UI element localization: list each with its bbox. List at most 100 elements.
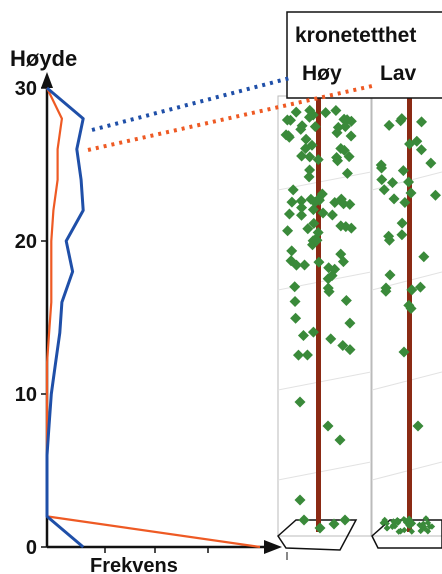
- leaf-marker: [286, 245, 298, 257]
- leaf-marker: [396, 229, 408, 241]
- leaf-marker: [296, 209, 308, 221]
- x-axis-arrow: [264, 540, 282, 554]
- leaf-marker: [304, 104, 316, 116]
- leaf-marker: [418, 251, 430, 263]
- trunk-low-density: [407, 96, 412, 532]
- leaf-marker: [422, 515, 430, 522]
- leaf-marker: [282, 225, 294, 237]
- leaf-marker: [280, 129, 292, 141]
- leaf-marker: [334, 434, 346, 446]
- leaf-marker: [344, 344, 356, 356]
- y-tick-label: 0: [26, 537, 37, 559]
- leaf-marker: [417, 527, 424, 535]
- leaf-marker: [308, 217, 320, 229]
- leaf-marker: [341, 167, 353, 179]
- connector-low: [87, 84, 373, 152]
- leaf-marker: [398, 346, 410, 358]
- legend: kronetetthet Høy Lav: [286, 11, 442, 99]
- leaf-marker: [399, 197, 411, 209]
- leaf-marker: [379, 519, 386, 527]
- leaf-marker: [405, 187, 417, 199]
- leaves-low-density: [375, 113, 441, 535]
- leaf-marker: [387, 177, 399, 189]
- leaf-marker: [295, 123, 307, 135]
- leaf-marker: [396, 113, 408, 125]
- leaf-marker: [296, 202, 308, 214]
- leaf-marker: [287, 184, 299, 196]
- leaf-marker: [292, 349, 304, 361]
- leaf-marker: [343, 151, 355, 163]
- leaves-high-density: [280, 104, 357, 534]
- leaf-marker: [412, 420, 424, 432]
- profile-chart: Høyde 0 10 20 30 Frekvens: [10, 46, 282, 574]
- leaf-marker: [337, 340, 349, 352]
- leaf-marker: [283, 208, 295, 220]
- leaf-marker: [289, 281, 301, 293]
- leaf-marker: [389, 522, 397, 529]
- leaf-marker: [378, 184, 390, 196]
- leaf-marker: [298, 514, 310, 526]
- leaf-marker: [303, 171, 315, 183]
- leaf-marker: [301, 349, 313, 361]
- leaf-marker: [340, 295, 352, 307]
- leaf-marker: [411, 135, 423, 147]
- leaf-marker: [408, 528, 415, 535]
- connector-high: [91, 76, 291, 132]
- leaf-marker: [339, 121, 351, 133]
- leaf-marker: [302, 223, 314, 235]
- series-lines: [45, 86, 261, 549]
- leaf-marker: [285, 114, 297, 126]
- leaf-marker: [303, 111, 315, 123]
- y-axis-label: Høyde: [10, 46, 77, 71]
- leaf-marker: [403, 176, 415, 188]
- leaf-marker: [402, 519, 410, 526]
- leaf-marker: [290, 106, 302, 118]
- leaf-marker: [296, 150, 308, 162]
- leaf-marker: [317, 207, 329, 219]
- leaf-marker: [409, 520, 417, 527]
- leaf-marker: [299, 259, 311, 271]
- leaf-marker: [390, 518, 397, 525]
- legend-box: [286, 11, 442, 99]
- leaf-marker: [330, 105, 342, 117]
- leaf-marker: [396, 217, 408, 229]
- leaf-marker: [406, 284, 418, 296]
- leaf-marker: [290, 259, 302, 271]
- x-axis-label: Frekvens: [90, 555, 178, 574]
- leaf-marker: [345, 222, 357, 234]
- leaf-marker: [429, 189, 441, 201]
- leaf-marker: [376, 162, 388, 174]
- panel-high-density: [277, 95, 372, 537]
- leaf-marker: [395, 528, 402, 535]
- leaf-marker: [307, 326, 319, 338]
- leaf-marker: [300, 133, 312, 145]
- leaf-marker: [405, 522, 412, 529]
- leaf-marker: [339, 514, 351, 526]
- leaf-marker: [338, 198, 350, 210]
- leaf-marker: [335, 248, 347, 260]
- leaf-marker: [328, 518, 340, 530]
- leaf-marker: [325, 333, 337, 345]
- leaf-marker: [322, 282, 334, 294]
- leaf-marker: [304, 151, 316, 163]
- leaf-marker: [322, 273, 334, 285]
- leaf-marker: [383, 524, 391, 532]
- legend-entry-high: Høy: [302, 62, 342, 85]
- series-line-high: [45, 86, 85, 549]
- leaf-marker: [383, 234, 395, 246]
- leaf-marker: [332, 121, 344, 133]
- leaf-marker: [305, 193, 317, 205]
- leaf-marker: [322, 420, 334, 432]
- leaf-marker: [304, 164, 316, 176]
- leaf-marker: [401, 526, 408, 534]
- ground-high-density: [277, 519, 358, 551]
- legend-entry-low: Lav: [380, 62, 417, 85]
- leaf-marker: [307, 204, 319, 216]
- leaf-marker: [335, 142, 347, 154]
- leaf-marker: [416, 116, 428, 128]
- leaf-marker: [320, 107, 332, 119]
- leaf-marker: [415, 144, 427, 156]
- leaf-marker: [311, 234, 323, 246]
- leaf-marker: [326, 209, 338, 221]
